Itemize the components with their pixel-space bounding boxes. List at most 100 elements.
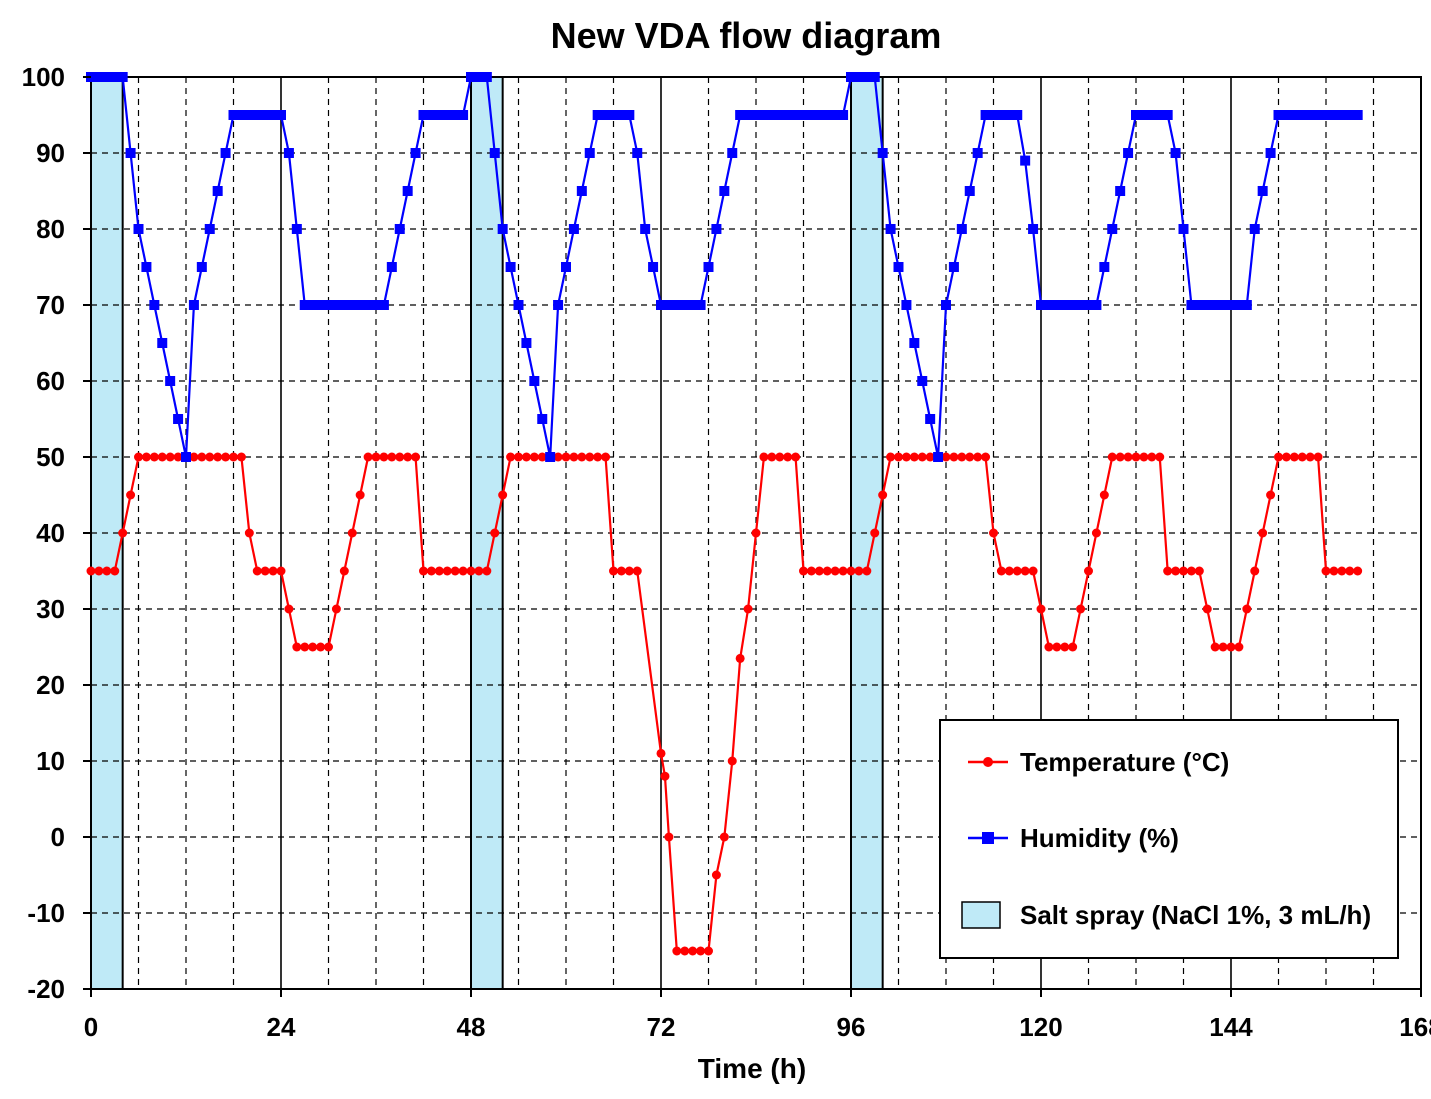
legend-humidity-marker xyxy=(982,832,994,844)
temperature-point xyxy=(1020,566,1030,576)
temperature-point xyxy=(395,452,405,462)
temperature-point xyxy=(126,490,136,500)
temperature-point xyxy=(989,528,998,538)
temperature-point xyxy=(1139,452,1149,462)
humidity-point xyxy=(434,110,445,120)
temperature-point xyxy=(149,452,159,462)
temperature-point xyxy=(379,452,389,462)
temperature-point xyxy=(1036,604,1046,614)
humidity-point xyxy=(371,300,381,310)
humidity-point xyxy=(1336,110,1347,120)
temperature-point xyxy=(260,566,270,576)
humidity-point xyxy=(751,110,761,120)
humidity-point xyxy=(853,72,864,82)
humidity-point xyxy=(1028,224,1039,234)
humidity-point xyxy=(782,110,793,120)
temperature-point xyxy=(1179,566,1188,576)
humidity-point xyxy=(466,72,476,82)
temperature-point xyxy=(660,771,670,781)
temperature-point xyxy=(957,452,967,462)
temperature-point xyxy=(324,642,333,652)
humidity-point xyxy=(758,110,769,120)
humidity-point xyxy=(1067,300,1078,310)
temperature-point xyxy=(949,452,959,462)
temperature-point xyxy=(514,452,523,462)
temperature-point xyxy=(917,452,927,462)
temperature-point xyxy=(403,452,413,462)
humidity-point xyxy=(766,110,777,120)
temperature-point xyxy=(229,452,238,462)
temperature-point xyxy=(822,566,832,576)
humidity-point xyxy=(1313,110,1324,120)
temperature-point xyxy=(965,452,975,462)
temperature-point xyxy=(878,490,888,500)
temperature-point xyxy=(894,452,903,462)
humidity-point xyxy=(426,110,437,120)
temperature-point xyxy=(450,566,460,576)
temperature-point xyxy=(901,452,911,462)
temperature-point xyxy=(498,490,508,500)
humidity-point xyxy=(798,110,809,120)
humidity-point xyxy=(1289,110,1300,120)
temperature-point xyxy=(806,566,816,576)
temperature-point xyxy=(838,566,848,576)
humidity-point xyxy=(703,262,714,272)
y-tick-label: 30 xyxy=(36,594,65,624)
temperature-point xyxy=(767,452,777,462)
humidity-point xyxy=(948,262,959,272)
temperature-point xyxy=(1281,452,1291,462)
humidity-point xyxy=(394,224,405,234)
humidity-point xyxy=(1321,110,1331,120)
humidity-point xyxy=(220,148,231,158)
humidity-point xyxy=(157,338,168,348)
temperature-point xyxy=(134,452,143,462)
humidity-point xyxy=(711,224,722,234)
humidity-point xyxy=(489,148,500,158)
temperature-point xyxy=(482,566,492,576)
humidity-point xyxy=(568,224,579,234)
humidity-point xyxy=(1186,300,1197,310)
humidity-point xyxy=(925,414,936,424)
humidity-point xyxy=(980,110,991,120)
temperature-point xyxy=(442,566,452,576)
legend-salt-spray-label: Salt spray (NaCl 1%, 3 mL/h) xyxy=(1020,900,1371,930)
y-tick-label: 70 xyxy=(36,290,65,320)
humidity-point xyxy=(648,262,659,272)
temperature-point xyxy=(1226,642,1236,652)
humidity-point xyxy=(1297,110,1308,120)
legend: Temperature (°C) Humidity (%) Salt spray… xyxy=(939,719,1399,959)
temperature-point xyxy=(1313,452,1323,462)
humidity-point xyxy=(893,262,904,272)
temperature-point xyxy=(1163,566,1173,576)
temperature-point xyxy=(292,642,302,652)
humidity-point xyxy=(331,300,342,310)
humidity-point xyxy=(561,262,571,272)
humidity-point xyxy=(1210,300,1221,310)
temperature-point xyxy=(1155,452,1165,462)
humidity-point xyxy=(624,110,635,120)
temperature-point xyxy=(474,566,484,576)
temperature-point xyxy=(1305,452,1315,462)
temperature-point xyxy=(593,452,603,462)
humidity-point xyxy=(901,300,912,310)
temperature-point xyxy=(751,528,761,538)
temperature-point xyxy=(743,604,753,614)
temperature-point xyxy=(371,452,381,462)
humidity-point xyxy=(1131,110,1141,120)
humidity-point xyxy=(869,72,880,82)
temperature-point xyxy=(783,452,793,462)
temperature-point xyxy=(1210,642,1220,652)
humidity-point xyxy=(315,300,326,310)
temperature-point xyxy=(799,566,808,576)
temperature-point xyxy=(680,946,690,956)
humidity-point xyxy=(149,300,160,310)
humidity-point xyxy=(141,262,152,272)
humidity-point xyxy=(355,300,366,310)
humidity-point xyxy=(576,186,587,196)
x-tick-label: 144 xyxy=(1209,1012,1253,1042)
temperature-point xyxy=(1337,566,1347,576)
temperature-point xyxy=(1321,566,1331,576)
humidity-point xyxy=(735,110,746,120)
humidity-point xyxy=(695,300,706,310)
